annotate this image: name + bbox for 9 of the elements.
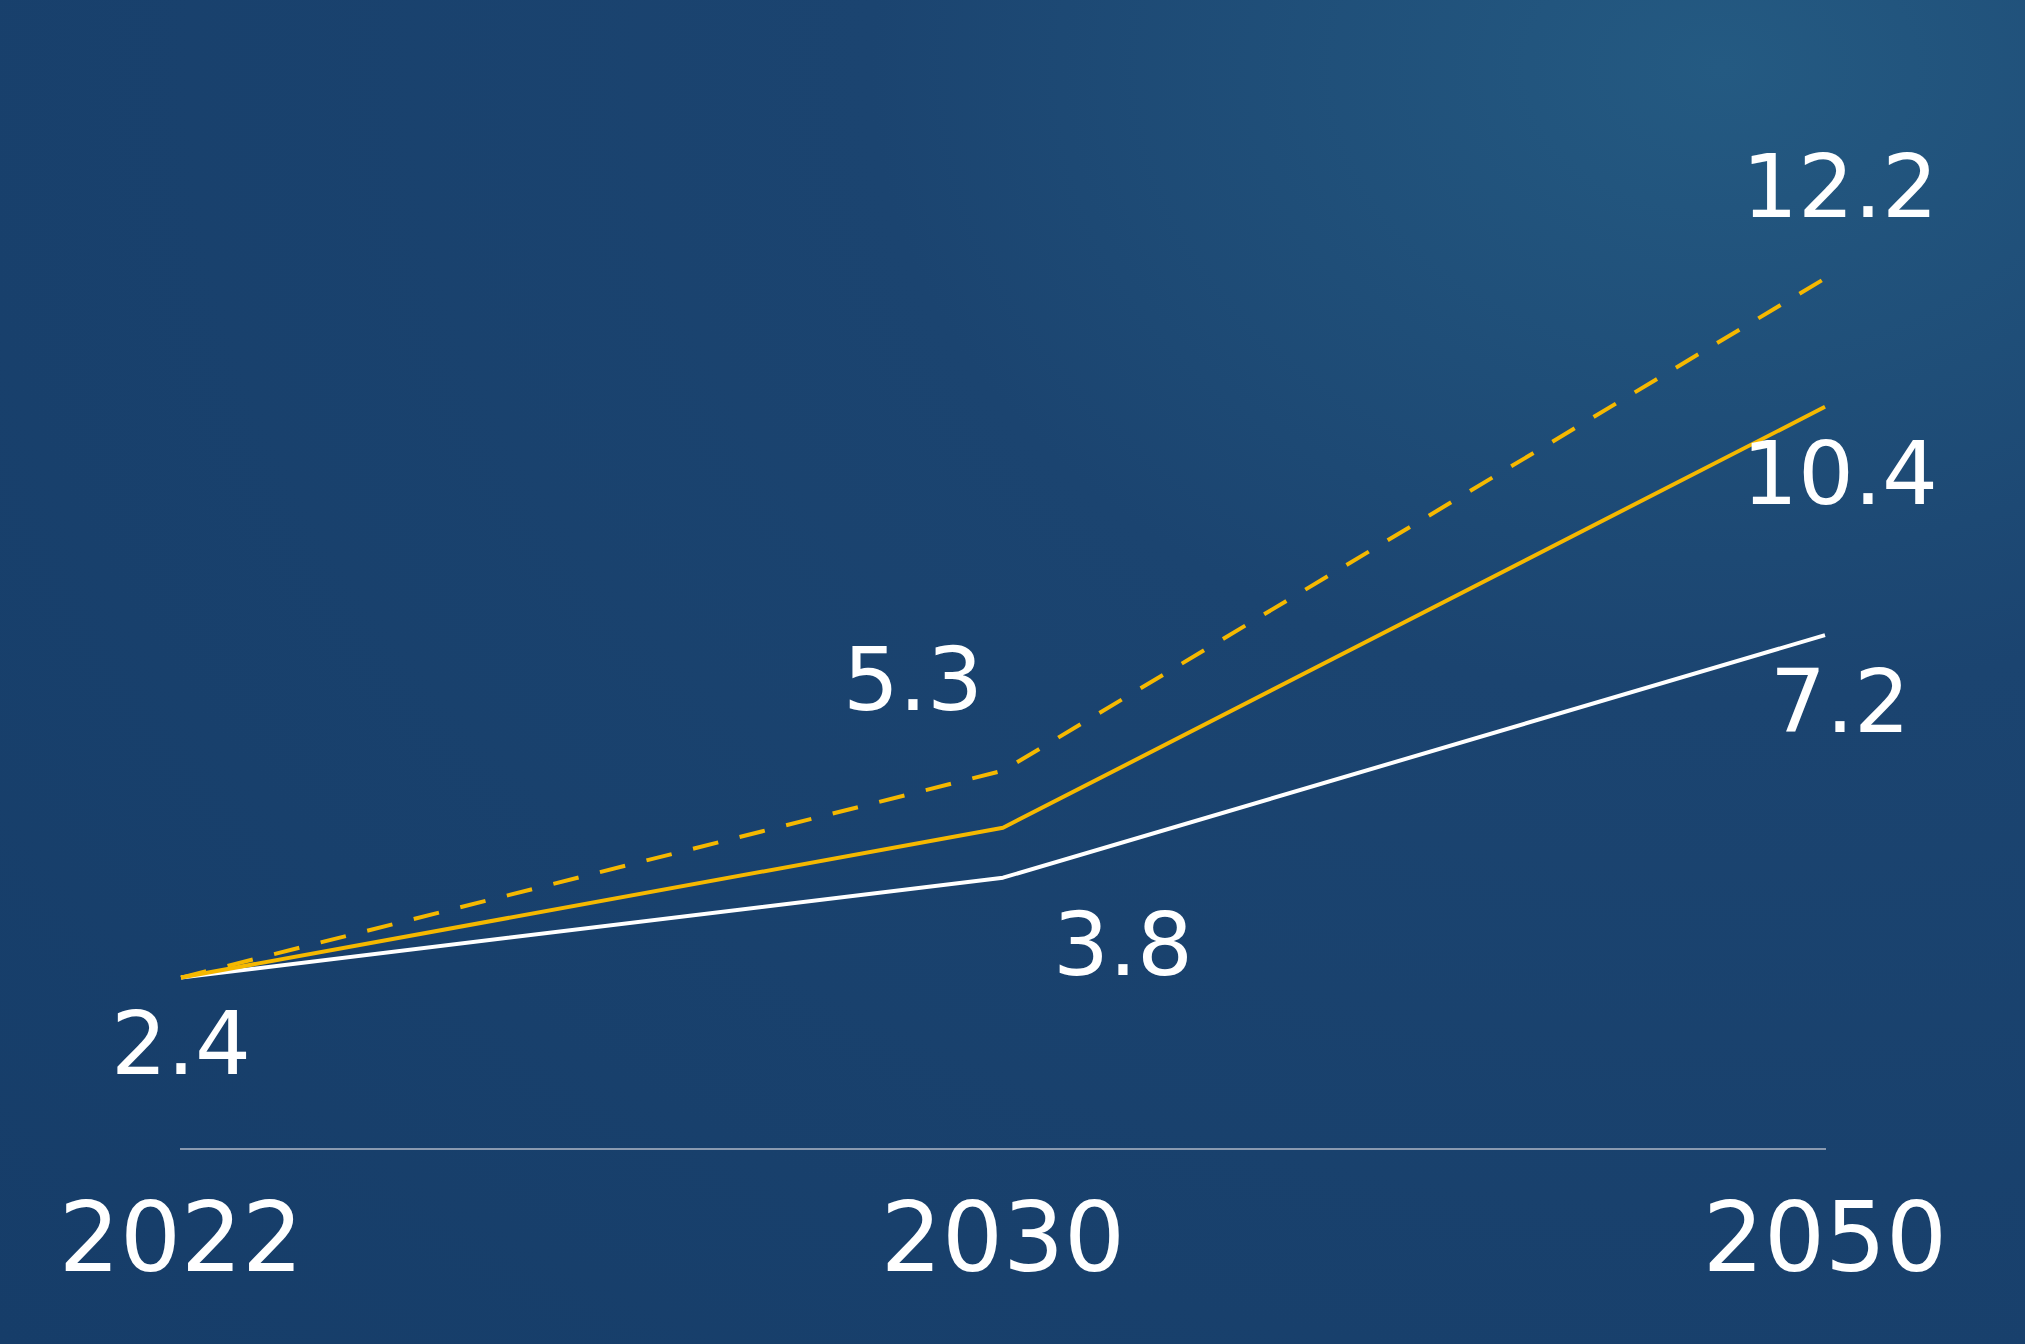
x-tick-label: 2022 — [58, 1182, 304, 1295]
data-label: 12.2 — [1742, 135, 1938, 239]
x-tick-label: 2050 — [1702, 1182, 1948, 1295]
x-tick-label: 2030 — [880, 1182, 1126, 1295]
data-label: 5.3 — [843, 627, 983, 731]
data-label: 10.4 — [1742, 421, 1938, 525]
data-label: 3.8 — [1053, 892, 1193, 996]
data-label: 7.2 — [1770, 649, 1910, 753]
data-label: 2.4 — [111, 992, 251, 1096]
